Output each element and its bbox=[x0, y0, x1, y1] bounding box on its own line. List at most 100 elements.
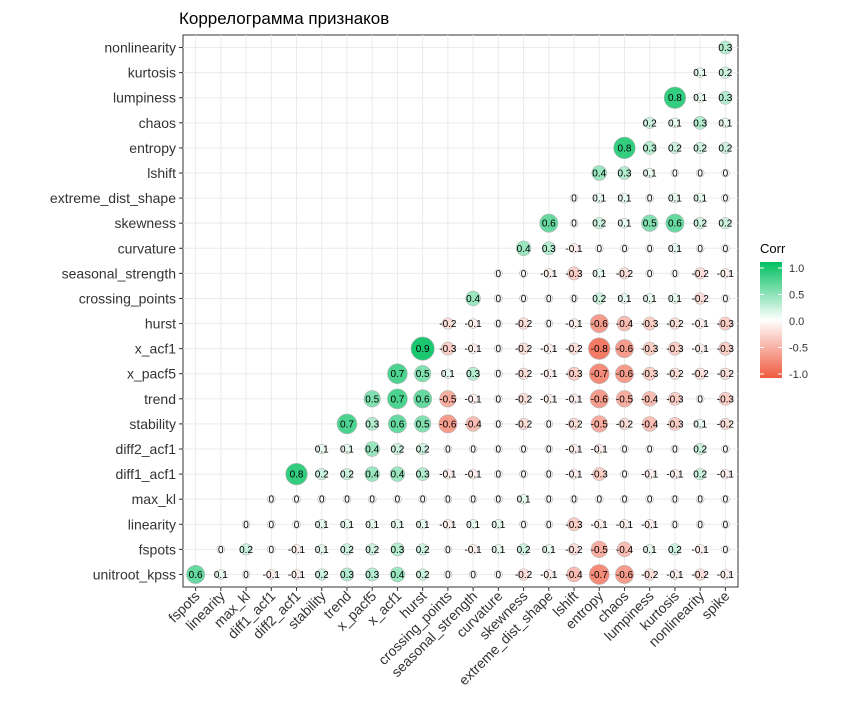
corr-cell-fspots-x_pacf5 bbox=[366, 543, 379, 556]
corr-cell-unitroot_kpss-curvature bbox=[494, 570, 503, 579]
corr-value-label: 0.2 bbox=[416, 445, 430, 456]
corr-cell-diff2_acf1-chaos bbox=[620, 444, 629, 454]
corr-value-label: -0.2 bbox=[666, 319, 684, 330]
y-tick-label: stability bbox=[129, 416, 176, 432]
corr-value-label: 0.4 bbox=[390, 470, 404, 481]
corr-cell-unitroot_kpss-hurst bbox=[416, 568, 429, 581]
corr-value-label: -0.1 bbox=[464, 470, 482, 481]
corr-value-label: -0.2 bbox=[717, 369, 735, 380]
corr-value-label: 0.3 bbox=[466, 369, 480, 380]
corr-cell-extreme_dist_shape-entropy bbox=[594, 192, 605, 204]
corr-value-label: -0.1 bbox=[439, 470, 457, 481]
corr-value-label: 0.2 bbox=[390, 445, 404, 456]
corr-value-label: -0.1 bbox=[565, 394, 583, 405]
corr-value-label: 0.1 bbox=[592, 269, 606, 280]
corr-value-label: 0 bbox=[622, 495, 628, 506]
corr-value-label: 0 bbox=[723, 445, 729, 456]
corr-value-label: -0.1 bbox=[591, 520, 609, 531]
corr-value-label: -0.3 bbox=[641, 319, 659, 330]
corr-value-label: 0.6 bbox=[542, 219, 556, 230]
corr-cell-skewness-lshift bbox=[569, 218, 579, 228]
corr-cell-seasonal_strength-nonlinearity bbox=[694, 267, 707, 280]
corr-cell-hurst-lshift bbox=[568, 318, 580, 329]
corr-value-label: 0 bbox=[622, 470, 628, 481]
corr-cell-lshift-spike bbox=[721, 168, 730, 178]
legend-tick-label: -1.0 bbox=[789, 369, 808, 381]
corr-cell-curvature-extreme_dist_shape bbox=[541, 241, 556, 256]
corr-value-label: -0.1 bbox=[464, 344, 482, 355]
corr-cell-chaos-kurtosis bbox=[669, 117, 681, 128]
corr-value-label: 0.6 bbox=[668, 219, 682, 230]
corr-cell-diff2_acf1-lumpiness bbox=[645, 444, 655, 454]
corr-cell-x_acf1-crossing_points bbox=[441, 341, 455, 356]
corr-cell-curvature-lumpiness bbox=[645, 243, 655, 253]
corr-cell-x_pacf5-crossing_points bbox=[442, 368, 454, 379]
corr-value-label: -0.1 bbox=[464, 394, 482, 405]
corr-value-label: 0.1 bbox=[693, 68, 707, 79]
corr-cell-diff2_acf1-hurst bbox=[416, 442, 429, 455]
corr-cell-linearity-curvature bbox=[493, 519, 504, 530]
corr-cell-hurst-kurtosis bbox=[668, 317, 681, 330]
corr-value-label: -0.2 bbox=[717, 419, 735, 430]
corr-cell-stability-chaos bbox=[618, 417, 631, 430]
corr-cell-fspots-diff2_acf1 bbox=[291, 544, 302, 555]
corr-cell-max_kl-stability bbox=[317, 494, 327, 504]
legend-title: Corr bbox=[760, 241, 786, 256]
corr-cell-fspots-extreme_dist_shape bbox=[543, 544, 554, 555]
corr-value-label: -0.4 bbox=[616, 545, 634, 556]
corr-cell-stability-nonlinearity bbox=[695, 418, 706, 430]
corr-value-label: 0 bbox=[521, 520, 527, 531]
y-tick-label: chaos bbox=[139, 115, 176, 131]
corr-cell-diff2_acf1-lshift bbox=[568, 443, 580, 455]
legend-tick-label: 1.0 bbox=[789, 263, 804, 275]
corr-value-label: 0.2 bbox=[416, 570, 430, 581]
corr-cell-chaos-lumpiness bbox=[643, 116, 656, 129]
corr-cell-diff1_acf1-trend bbox=[340, 468, 353, 481]
y-tick-label: lshift bbox=[147, 165, 176, 181]
corr-cell-x_pacf5-entropy bbox=[588, 363, 610, 384]
corr-value-label: -0.6 bbox=[591, 394, 609, 405]
corr-value-label: 0.1 bbox=[693, 194, 707, 205]
corr-cell-diff1_acf1-crossing_points bbox=[442, 468, 454, 480]
corr-value-label: 0.5 bbox=[416, 419, 430, 430]
corr-cell-x_pacf5-extreme_dist_shape bbox=[543, 368, 554, 379]
corr-value-label: -0.1 bbox=[565, 470, 583, 481]
legend-tick-label: 0.0 bbox=[789, 316, 804, 328]
corr-cell-hurst-curvature bbox=[494, 319, 503, 328]
corr-value-label: -0.8 bbox=[591, 344, 609, 355]
corr-value-label: -0.1 bbox=[692, 319, 710, 330]
corr-value-label: 0 bbox=[470, 495, 476, 506]
y-axis-labels: unitroot_kpss fspots linearity max_kl diff1_… bbox=[50, 40, 183, 582]
corr-cell-stability-curvature bbox=[494, 419, 503, 429]
corr-value-label: 0 bbox=[571, 219, 577, 230]
corr-cell-lumpiness-kurtosis bbox=[663, 86, 687, 109]
y-tick-label: curvature bbox=[118, 240, 177, 256]
corr-value-label: 0.1 bbox=[340, 520, 354, 531]
corr-value-label: 0.1 bbox=[693, 419, 707, 430]
corr-value-label: 0 bbox=[546, 470, 552, 481]
corr-value-label: 0.7 bbox=[340, 419, 354, 430]
corr-cell-diff1_acf1-lshift bbox=[568, 468, 580, 480]
corr-cell-skewness-kurtosis bbox=[665, 213, 685, 233]
corr-cell-crossing_points-spike bbox=[721, 294, 730, 303]
corr-value-label: 0.2 bbox=[517, 545, 531, 556]
corr-cell-diff2_acf1-x_acf1 bbox=[391, 442, 404, 455]
corr-value-label: -0.3 bbox=[717, 394, 735, 405]
corr-cell-x_acf1-nonlinearity bbox=[695, 343, 706, 354]
corr-value-label: 0 bbox=[672, 520, 678, 531]
corr-cell-trend-lumpiness bbox=[642, 391, 658, 407]
corr-value-label: -0.3 bbox=[591, 470, 609, 481]
corr-cell-max_kl-trend bbox=[342, 494, 352, 504]
corr-value-label: -0.5 bbox=[616, 394, 634, 405]
corr-cell-unitroot_kpss-skewness bbox=[517, 568, 530, 581]
corr-value-label: -0.4 bbox=[616, 319, 634, 330]
corr-value-label: -0.4 bbox=[464, 419, 482, 430]
corr-value-label: -0.2 bbox=[692, 269, 710, 280]
corr-value-label: 0.1 bbox=[491, 520, 505, 531]
corr-cell-diff2_acf1-seasonal_strength bbox=[468, 444, 478, 454]
corr-value-label: 0 bbox=[596, 244, 602, 255]
corr-cell-diff1_acf1-diff2_acf1 bbox=[285, 462, 308, 486]
corr-cell-unitroot_kpss-crossing_points bbox=[443, 570, 453, 579]
corr-cell-crossing_points-nonlinearity bbox=[694, 292, 707, 305]
